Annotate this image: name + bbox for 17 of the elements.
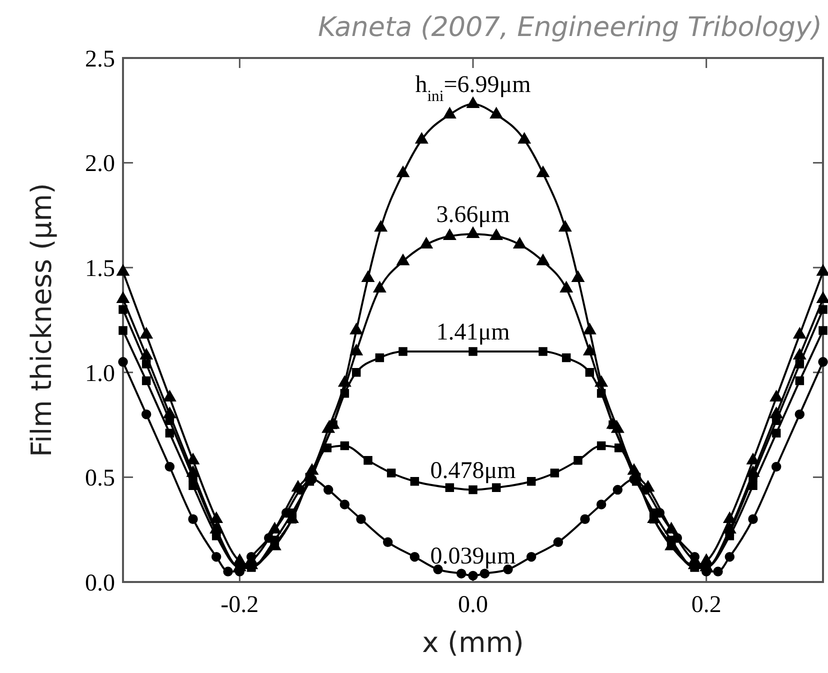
y-tick-label: 2.0 — [85, 151, 115, 178]
y-axis-title: Film thickness (μm) — [25, 183, 58, 457]
x-tick-label: -0.2 — [220, 592, 259, 618]
y-tick-label: 1.5 — [85, 256, 115, 282]
y-tick-label: 2.5 — [85, 46, 115, 72]
series-label: 0.039μm — [430, 544, 516, 570]
series-label: 1.41μm — [436, 319, 510, 346]
y-tick-label: 0.0 — [85, 570, 115, 596]
series-label: 3.66μm — [436, 202, 510, 228]
x-axis-title: x (mm) — [422, 626, 524, 659]
y-tick-label: 1.0 — [85, 360, 115, 387]
text: Kaneta (2007, Engineering Tribology) — [318, 12, 822, 43]
x-tick-label: 0.2 — [691, 592, 722, 618]
x-tick-label: 0.0 — [458, 592, 488, 618]
series-label: h$_{ini}$=6.99μm — [415, 72, 532, 105]
y-tick-label: 0.5 — [85, 466, 115, 492]
series-label: 0.478μm — [430, 458, 516, 484]
